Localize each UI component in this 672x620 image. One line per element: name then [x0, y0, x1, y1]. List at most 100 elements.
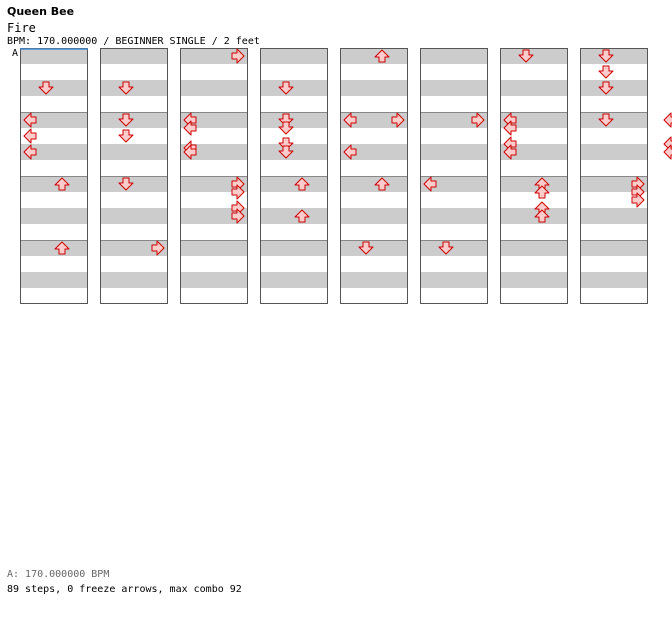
column-border [180, 48, 248, 304]
arrow-down-note [118, 113, 134, 127]
beat-stripe [500, 208, 568, 224]
beat-stripe [500, 112, 568, 128]
beat-stripe [420, 176, 488, 192]
column-border [500, 48, 568, 304]
beat-stripe [580, 128, 648, 144]
arrow-up-note [374, 49, 390, 63]
arrow-down-note [598, 81, 614, 95]
beat-stripe [180, 64, 248, 80]
arrow-down-note [358, 241, 374, 255]
beat-stripe [500, 128, 568, 144]
beat-stripe [420, 80, 488, 96]
beat-stripe [100, 272, 168, 288]
beat-stripe [500, 80, 568, 96]
beat-stripe [100, 48, 168, 64]
beat-stripe [500, 64, 568, 80]
beat-stripe [340, 144, 408, 160]
arrow-down-note [438, 241, 454, 255]
beat-stripe [260, 176, 328, 192]
song-title: Queen Bee [7, 5, 75, 18]
beat-stripe [260, 128, 328, 144]
beat-stripe [260, 208, 328, 224]
arrow-right-note [151, 240, 165, 256]
beat-stripe [100, 288, 168, 304]
beat-stripe [20, 96, 88, 112]
beat-stripe [100, 80, 168, 96]
beat-stripe [100, 176, 168, 192]
beat-stripe [100, 64, 168, 80]
arrow-right-note [471, 112, 485, 128]
beat-stripe [500, 272, 568, 288]
beat-stripe [420, 160, 488, 176]
beat-stripe [420, 48, 488, 64]
beat-stripe [100, 192, 168, 208]
beat-stripe [100, 160, 168, 176]
beat-stripe [20, 208, 88, 224]
arrow-right-note [231, 184, 245, 200]
arrow-down-note [278, 81, 294, 95]
beat-stripe [420, 64, 488, 80]
beat-stripe [260, 64, 328, 80]
arrow-right-note [231, 48, 245, 64]
arrow-down-note [598, 113, 614, 127]
arrow-down-note [278, 137, 294, 151]
beat-stripe [340, 192, 408, 208]
beat-stripe [260, 48, 328, 64]
beat-stripe [340, 208, 408, 224]
beat-stripe [180, 272, 248, 288]
beat-stripe [20, 272, 88, 288]
beat-stripe [180, 208, 248, 224]
beat-stripe [420, 256, 488, 272]
column-border [580, 48, 648, 304]
beat-stripe [100, 144, 168, 160]
beat-stripe [20, 288, 88, 304]
beat-stripe [340, 80, 408, 96]
beat-stripe [20, 80, 88, 96]
bpm-summary: A: 170.000000 BPM [7, 569, 110, 580]
beat-stripe [500, 48, 568, 64]
beat-stripe [580, 96, 648, 112]
beat-stripe [100, 208, 168, 224]
arrow-up-note [294, 209, 310, 223]
arrow-down-note [598, 65, 614, 79]
beat-stripe [20, 128, 88, 144]
beat-stripe [20, 160, 88, 176]
beat-stripe [580, 224, 648, 240]
beat-stripe [580, 272, 648, 288]
arrow-left-note [343, 144, 357, 160]
beat-stripe [180, 256, 248, 272]
beat-stripe [420, 272, 488, 288]
beat-stripe [340, 112, 408, 128]
beat-stripe [420, 224, 488, 240]
beat-stripe [420, 240, 488, 256]
arrow-down-note [118, 177, 134, 191]
beat-stripe [420, 192, 488, 208]
arrow-left-note [23, 128, 37, 144]
bpm-marker-label: A [12, 48, 19, 59]
column-border [100, 48, 168, 304]
beat-stripe [180, 128, 248, 144]
beat-stripe [260, 160, 328, 176]
beat-stripe [260, 96, 328, 112]
beat-stripe [20, 176, 88, 192]
beat-stripe [100, 96, 168, 112]
beat-stripe [20, 144, 88, 160]
beat-stripe [580, 80, 648, 96]
beat-stripe [180, 224, 248, 240]
beat-stripe [20, 256, 88, 272]
arrow-down-note [518, 49, 534, 63]
beat-stripe [340, 288, 408, 304]
arrow-left-note [23, 144, 37, 160]
column-border [420, 48, 488, 304]
beat-stripe [180, 144, 248, 160]
arrow-left-note [423, 176, 437, 192]
column-border [260, 48, 328, 304]
arrow-down-note [118, 81, 134, 95]
beat-stripe [500, 224, 568, 240]
beat-stripe [20, 112, 88, 128]
beat-stripe [180, 48, 248, 64]
arrow-up-note [54, 177, 70, 191]
beat-stripe [340, 176, 408, 192]
step-chart [20, 48, 672, 304]
beat-stripe [180, 160, 248, 176]
